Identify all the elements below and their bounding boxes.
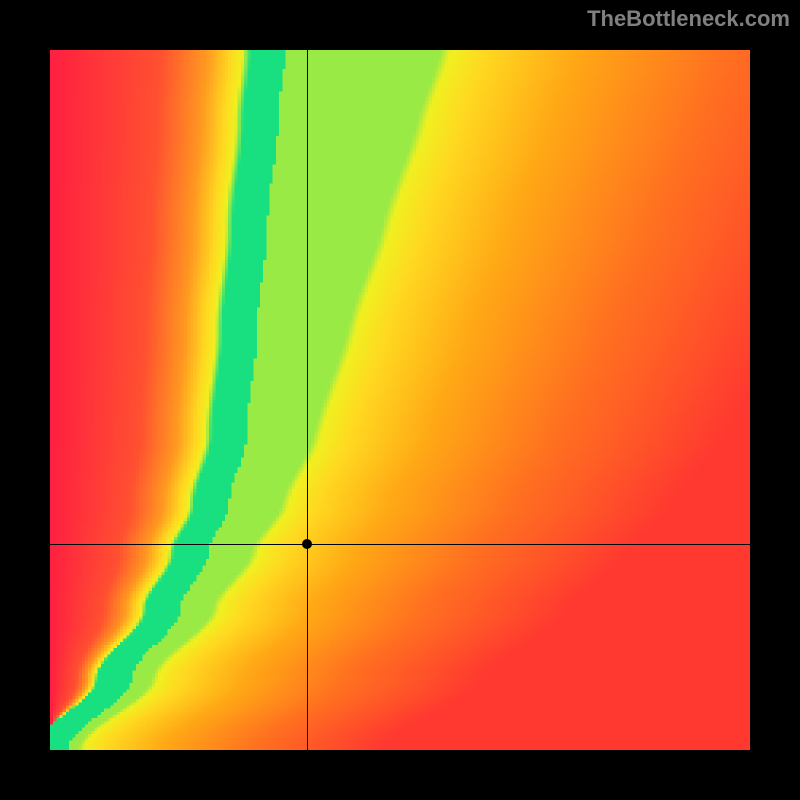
attribution-text: TheBottleneck.com (587, 6, 790, 32)
heatmap-plot (50, 50, 750, 750)
crosshair-vertical (307, 50, 308, 750)
heatmap-canvas (50, 50, 750, 750)
crosshair-horizontal (50, 544, 750, 545)
crosshair-marker (302, 539, 312, 549)
